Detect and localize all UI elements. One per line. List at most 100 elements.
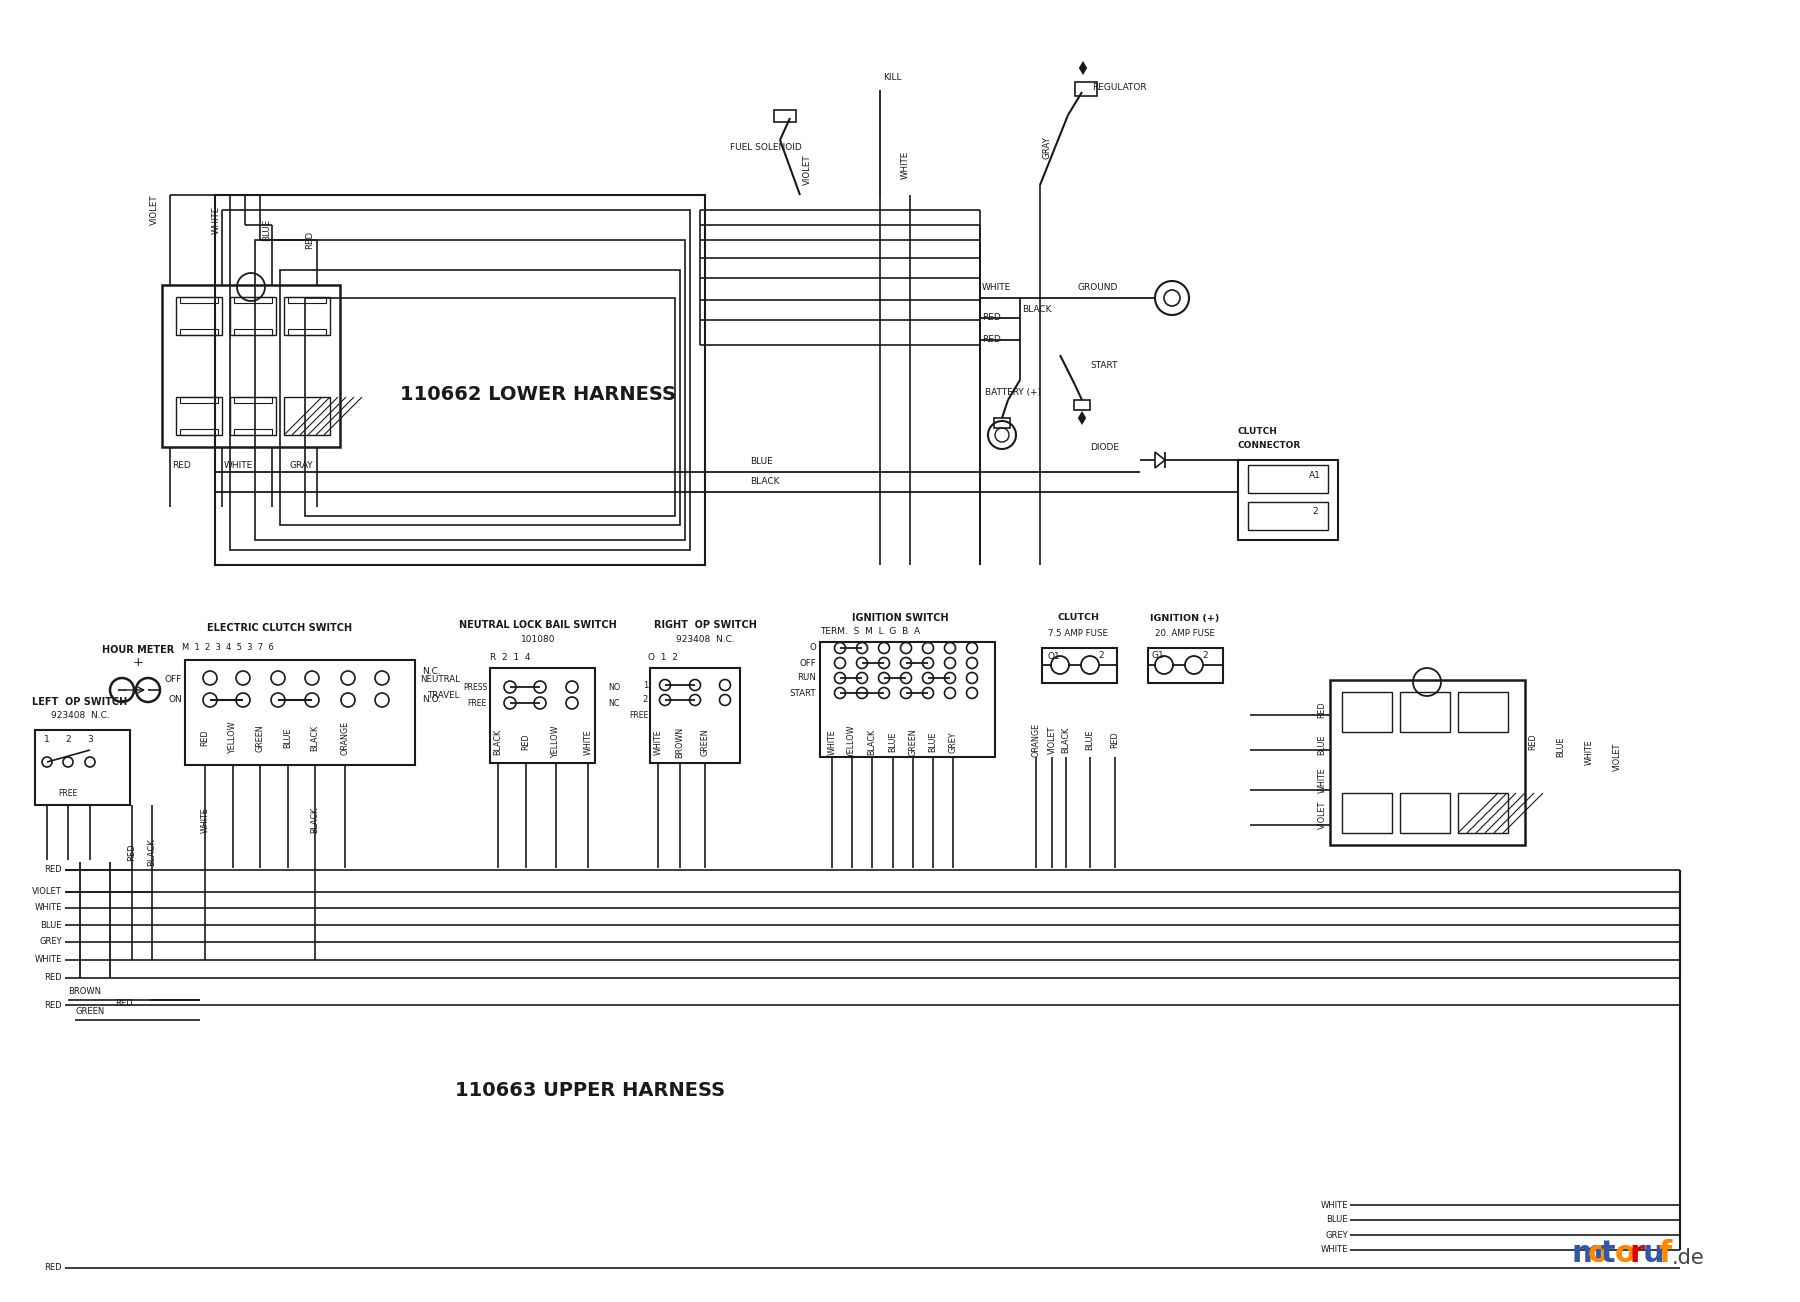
Bar — [34, 730, 130, 805]
Text: VIOLET: VIOLET — [32, 888, 61, 897]
Text: 923408  N.C.: 923408 N.C. — [675, 635, 734, 644]
Bar — [230, 397, 275, 435]
Bar — [288, 329, 326, 335]
Text: RED: RED — [45, 866, 61, 875]
Text: GREY: GREY — [1325, 1230, 1348, 1240]
Bar — [490, 668, 596, 763]
Text: NEUTRAL LOCK BAIL SWITCH: NEUTRAL LOCK BAIL SWITCH — [459, 620, 617, 630]
Text: VIOLET: VIOLET — [1318, 801, 1327, 829]
Text: 20. AMP FUSE: 20. AMP FUSE — [1156, 629, 1215, 638]
Text: NEUTRAL: NEUTRAL — [419, 676, 461, 685]
Text: CONNECTOR: CONNECTOR — [1238, 441, 1301, 450]
Text: OFF: OFF — [166, 676, 182, 685]
Text: t: t — [1600, 1240, 1616, 1268]
Text: IGNITION SWITCH: IGNITION SWITCH — [851, 613, 949, 622]
Text: 110662 LOWER HARNESS: 110662 LOWER HARNESS — [400, 385, 677, 405]
Text: BLUE: BLUE — [1327, 1216, 1348, 1224]
Text: m: m — [1571, 1240, 1604, 1268]
Text: BROWN: BROWN — [675, 727, 684, 758]
Bar — [1075, 400, 1091, 410]
Bar — [185, 660, 416, 766]
Text: ELECTRIC CLUTCH SWITCH: ELECTRIC CLUTCH SWITCH — [207, 622, 353, 633]
Bar — [180, 297, 218, 303]
Text: CLUTCH: CLUTCH — [1057, 613, 1100, 622]
Text: NO: NO — [608, 682, 621, 691]
Text: 110663 UPPER HARNESS: 110663 UPPER HARNESS — [455, 1081, 725, 1099]
Text: BLUE: BLUE — [1318, 734, 1327, 755]
Text: WHITE: WHITE — [223, 461, 254, 470]
Text: BLUE: BLUE — [263, 219, 272, 241]
Text: RED: RED — [45, 1263, 61, 1272]
Text: 3: 3 — [86, 736, 94, 745]
Text: TRAVEL: TRAVEL — [428, 690, 461, 699]
Bar — [234, 297, 272, 303]
Bar — [1458, 793, 1508, 833]
Text: FREE: FREE — [58, 789, 77, 798]
Text: VIOLET: VIOLET — [149, 195, 158, 225]
Text: o: o — [1588, 1240, 1609, 1268]
Text: FREE: FREE — [468, 698, 488, 707]
Bar — [1238, 460, 1337, 540]
Bar — [284, 297, 329, 335]
Bar — [176, 297, 221, 335]
Text: RED: RED — [45, 1000, 61, 1009]
Bar — [180, 329, 218, 335]
Text: GREEN: GREEN — [256, 724, 265, 751]
Text: BLACK: BLACK — [1062, 727, 1071, 753]
Text: r: r — [1629, 1240, 1643, 1268]
Bar — [288, 297, 326, 303]
Text: BROWN: BROWN — [68, 987, 101, 996]
Bar — [1247, 503, 1328, 530]
Text: WHITE: WHITE — [1318, 767, 1327, 793]
Bar — [176, 397, 221, 435]
Text: WHITE: WHITE — [583, 729, 592, 755]
Text: RED: RED — [1318, 702, 1327, 719]
Text: +: + — [133, 656, 144, 669]
Text: O  1  2: O 1 2 — [648, 654, 679, 663]
Text: WHITE: WHITE — [900, 151, 909, 180]
Text: GREY: GREY — [40, 937, 61, 947]
Bar — [821, 642, 995, 756]
Bar — [1400, 691, 1451, 732]
Text: WHITE: WHITE — [34, 956, 61, 965]
Text: N.O.: N.O. — [421, 695, 441, 704]
Bar — [234, 329, 272, 335]
Text: WHITE: WHITE — [1321, 1246, 1348, 1255]
Text: START: START — [790, 689, 815, 698]
Polygon shape — [1078, 411, 1085, 424]
Bar — [1343, 793, 1391, 833]
Text: GREEN: GREEN — [76, 1008, 104, 1017]
Text: YELLOW: YELLOW — [848, 725, 857, 758]
Bar — [256, 240, 686, 540]
Text: GREEN: GREEN — [700, 728, 709, 756]
Text: RED: RED — [1111, 732, 1120, 749]
Text: YELLOW: YELLOW — [229, 721, 238, 754]
Bar — [234, 397, 272, 404]
Text: RED: RED — [306, 230, 315, 249]
Text: 1: 1 — [45, 736, 50, 745]
Bar — [1330, 680, 1525, 845]
Bar — [234, 428, 272, 435]
Text: RED: RED — [1528, 734, 1537, 750]
Text: ORANGE: ORANGE — [340, 721, 349, 755]
Text: u: u — [1643, 1240, 1665, 1268]
Text: BLACK: BLACK — [1022, 306, 1051, 315]
Bar — [994, 418, 1010, 428]
Polygon shape — [1156, 452, 1165, 467]
Bar — [162, 285, 340, 447]
Text: 7.5 AMP FUSE: 7.5 AMP FUSE — [1048, 629, 1109, 638]
Bar — [1458, 691, 1508, 732]
Text: ON: ON — [167, 695, 182, 704]
Text: N.C.: N.C. — [421, 668, 441, 677]
Text: FUEL SOLENOID: FUEL SOLENOID — [731, 142, 801, 151]
Text: WHITE: WHITE — [1321, 1200, 1348, 1210]
Text: Q1: Q1 — [1048, 651, 1060, 660]
Text: 2: 2 — [1098, 651, 1103, 660]
Text: START: START — [1091, 361, 1118, 370]
Text: RED: RED — [173, 461, 191, 470]
Text: WHITE: WHITE — [653, 729, 662, 755]
Text: VIOLET: VIOLET — [803, 155, 812, 185]
Text: BLUE: BLUE — [889, 732, 898, 753]
Text: BLUE: BLUE — [40, 921, 61, 930]
Bar — [1042, 648, 1118, 684]
